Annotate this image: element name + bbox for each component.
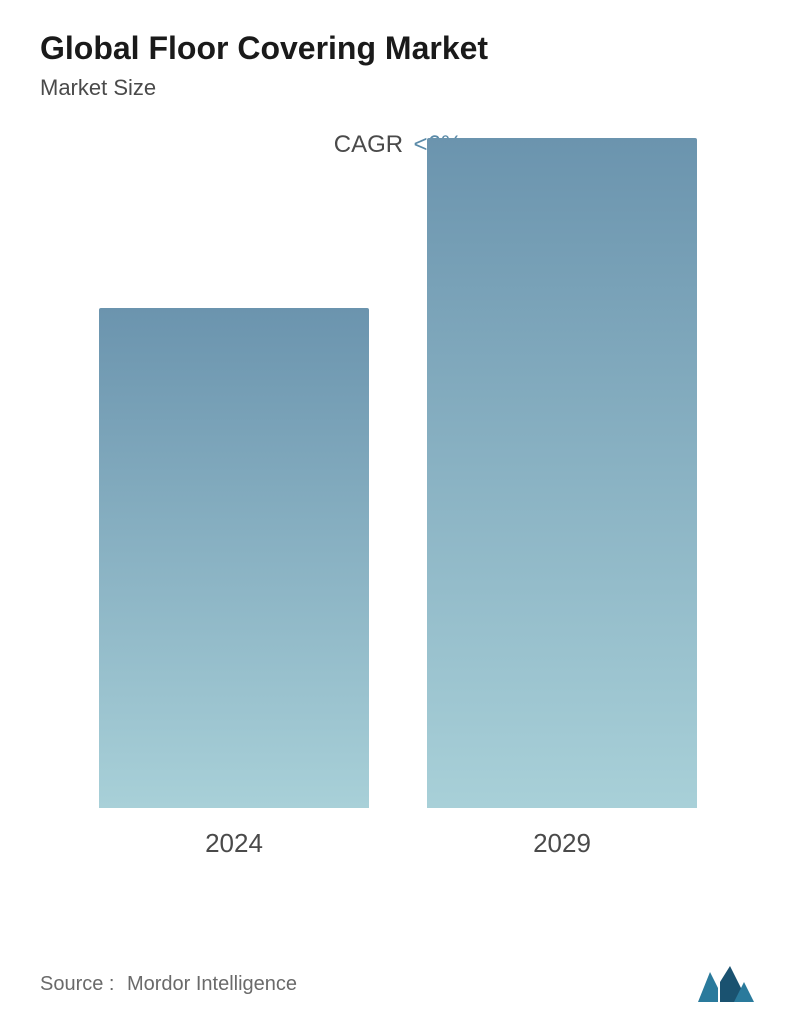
bar-group-2029: 2029 <box>427 138 697 859</box>
bar-label-2024: 2024 <box>205 828 263 859</box>
source-container: Source : Mordor Intelligence <box>40 973 297 996</box>
bar-2024 <box>99 308 369 808</box>
bar-label-2029: 2029 <box>533 828 591 859</box>
bar-2029 <box>427 138 697 808</box>
chart-subtitle: Market Size <box>40 75 756 101</box>
chart-title: Global Floor Covering Market <box>40 30 756 67</box>
logo-icon <box>696 964 756 1004</box>
source-label: Source : <box>40 973 114 995</box>
chart-area: 2024 2029 <box>40 189 756 859</box>
source-name: Mordor Intelligence <box>127 973 297 995</box>
cagr-label: CAGR <box>334 131 403 158</box>
bar-group-2024: 2024 <box>99 308 369 859</box>
mordor-logo-svg <box>696 964 756 1004</box>
chart-footer: Source : Mordor Intelligence <box>40 964 756 1004</box>
